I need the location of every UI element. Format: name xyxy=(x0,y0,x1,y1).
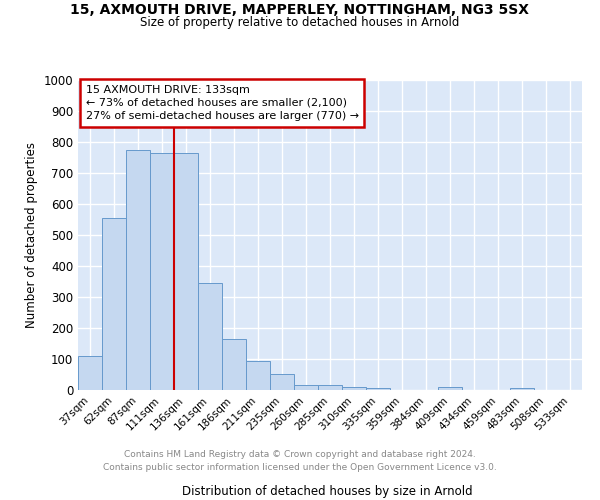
Text: Distribution of detached houses by size in Arnold: Distribution of detached houses by size … xyxy=(182,484,472,498)
Bar xyxy=(150,153,174,390)
Text: 15, AXMOUTH DRIVE, MAPPERLEY, NOTTINGHAM, NG3 5SX: 15, AXMOUTH DRIVE, MAPPERLEY, NOTTINGHAM… xyxy=(71,2,530,16)
Bar xyxy=(174,153,198,390)
Bar xyxy=(246,360,270,390)
Bar xyxy=(318,386,342,390)
Bar xyxy=(198,283,222,390)
Bar xyxy=(294,386,318,390)
Bar xyxy=(342,387,366,390)
Text: Contains HM Land Registry data © Crown copyright and database right 2024.
Contai: Contains HM Land Registry data © Crown c… xyxy=(103,450,497,471)
Y-axis label: Number of detached properties: Number of detached properties xyxy=(25,142,38,328)
Bar xyxy=(78,356,102,390)
Bar xyxy=(270,374,294,390)
Bar xyxy=(222,339,246,390)
Bar xyxy=(438,387,462,390)
Text: 15 AXMOUTH DRIVE: 133sqm
← 73% of detached houses are smaller (2,100)
27% of sem: 15 AXMOUTH DRIVE: 133sqm ← 73% of detach… xyxy=(86,84,359,121)
Bar xyxy=(510,388,534,390)
Bar xyxy=(102,218,126,390)
Bar xyxy=(366,388,390,390)
Text: Size of property relative to detached houses in Arnold: Size of property relative to detached ho… xyxy=(140,16,460,29)
Bar xyxy=(126,150,150,390)
